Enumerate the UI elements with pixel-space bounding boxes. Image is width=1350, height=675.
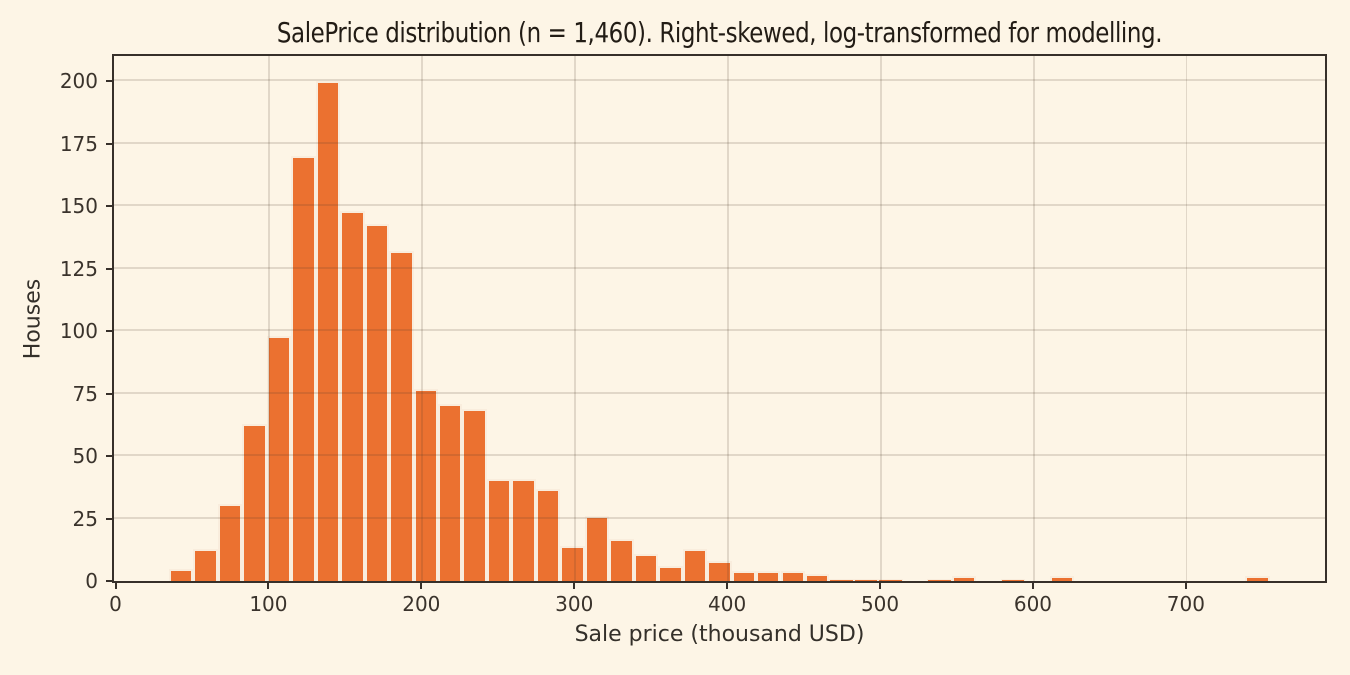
y-tick-mark-75 — [106, 392, 112, 395]
y-tick-label-50: 50 — [72, 444, 98, 468]
x-axis-label: Sale price (thousand USD) — [574, 622, 865, 647]
histogram-bar — [266, 336, 292, 581]
histogram-bar — [389, 251, 414, 581]
y-tick-mark-50 — [106, 455, 112, 457]
histogram-bar — [1245, 576, 1270, 581]
x-tick-mark-200 — [420, 583, 423, 589]
x-tick-mark-0 — [114, 583, 117, 589]
y-tick-mark-25 — [106, 517, 112, 520]
gridline-x-500 — [880, 56, 882, 581]
gridline-y-200 — [114, 79, 1325, 81]
gridline-x-400 — [727, 56, 729, 581]
x-tick-labels: 0 100 200 300 400 500 600 700 — [109, 592, 1325, 616]
histogram-bar — [682, 548, 708, 581]
histogram-bar — [878, 578, 903, 581]
histogram-bar — [193, 548, 218, 581]
histogram-bar — [413, 388, 438, 581]
gridline-x-600 — [1032, 56, 1035, 581]
x-tick-mark-700 — [1184, 583, 1187, 589]
chart-title: SalePrice distribution (n = 1,460). Righ… — [276, 16, 1163, 49]
y-tick-label-75: 75 — [72, 381, 98, 406]
x-tick-label-200: 200 — [402, 592, 441, 616]
gridline-y-175 — [114, 141, 1325, 144]
histogram-bar — [731, 571, 757, 581]
x-tick-label-400: 400 — [708, 592, 747, 616]
x-tick-label-100: 100 — [249, 592, 288, 616]
histogram-bar — [633, 553, 659, 581]
y-tick-label-0: 0 — [85, 569, 98, 593]
y-tick-label-150: 150 — [59, 194, 98, 218]
y-tick-labels: 0 25 50 75 100 125 150 175 200 — [0, 56, 98, 593]
histogram-bar — [462, 408, 487, 581]
x-tick-mark-400 — [726, 583, 729, 589]
histogram-bar — [340, 211, 365, 581]
histogram-bar — [560, 546, 585, 581]
x-tick-mark-300 — [573, 583, 576, 589]
histogram-bar — [780, 571, 805, 581]
y-tick-label-125: 125 — [59, 256, 98, 281]
y-tick-mark-175 — [106, 142, 112, 145]
histogram-bar — [707, 561, 732, 581]
y-tick-mark-125 — [106, 267, 112, 270]
gridline-x-700 — [1185, 56, 1188, 581]
histogram-bar — [242, 423, 267, 581]
histogram-bar — [951, 576, 977, 581]
histogram-bar — [438, 403, 463, 581]
y-axis-label: Houses — [20, 278, 46, 360]
x-tick-label-300: 300 — [555, 592, 594, 616]
histogram-bar — [535, 488, 561, 581]
histogram-bar — [584, 516, 610, 581]
y-tick-mark-100 — [106, 330, 112, 332]
y-tick-mark-0 — [106, 580, 112, 582]
histogram-bar — [511, 478, 536, 581]
histogram-bar — [1000, 578, 1026, 581]
histogram-bar — [853, 578, 879, 581]
y-tick-mark-200 — [106, 80, 112, 82]
y-tick-label-200: 200 — [59, 69, 98, 93]
x-tick-label-600: 600 — [1013, 592, 1053, 616]
y-tick-label-100: 100 — [59, 319, 98, 343]
x-tick-mark-500 — [879, 583, 882, 589]
plot-area — [112, 54, 1327, 583]
y-tick-label-175: 175 — [59, 131, 98, 156]
histogram-bar — [658, 566, 683, 581]
x-tick-label-700: 700 — [1166, 592, 1205, 616]
histogram-bar — [927, 578, 952, 581]
histogram-bar — [1049, 576, 1075, 581]
x-tick-label-0: 0 — [109, 592, 122, 616]
histogram-bar — [315, 81, 341, 581]
histogram-bar — [756, 571, 781, 581]
x-tick-label-500: 500 — [860, 592, 900, 616]
histogram-bar — [804, 573, 830, 581]
y-tick-label-25: 25 — [72, 506, 98, 531]
histogram-bar — [364, 223, 390, 581]
gridline-x-300 — [574, 56, 576, 581]
x-tick-mark-600 — [1031, 583, 1034, 589]
x-tick-mark-100 — [267, 583, 270, 589]
histogram-bar — [168, 568, 194, 581]
y-tick-mark-150 — [106, 205, 112, 207]
histogram-bar — [829, 578, 854, 581]
histogram-bar — [217, 503, 243, 581]
histogram-bar — [609, 538, 634, 581]
histogram-bar — [486, 478, 512, 581]
histogram-bar — [291, 156, 316, 581]
